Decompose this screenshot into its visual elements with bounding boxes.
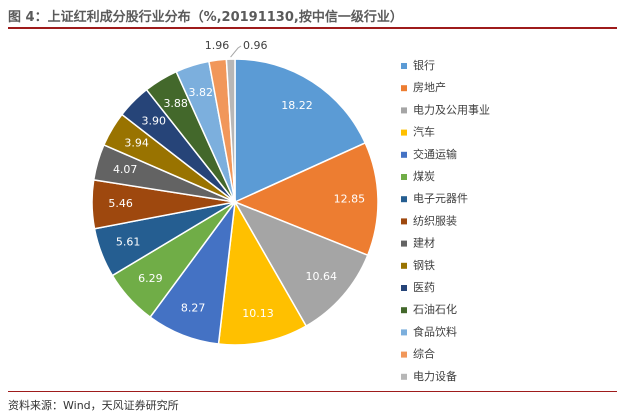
data-labels: 18.22 12.85 10.64 10.13 8.27 6.29 5.61 5.46 4.07… [108, 39, 365, 320]
pie-slice-4 [217, 199, 308, 346]
legend-label-6: 煤炭 [413, 170, 435, 183]
legend-swatch-1 [401, 63, 407, 69]
legend-label-1: 银行 [413, 58, 435, 72]
leader-line-15 [230, 45, 242, 58]
legend-label-14: 综合 [413, 347, 435, 361]
legend-swatch-5 [401, 151, 407, 158]
pie-slice-3 [233, 200, 369, 328]
legend: 银行房地产电力及公用事业汽车交通运输煤炭电子元器件纺织服装建材钢铁医药石油石化食… [401, 58, 490, 383]
page-title: 图 4：上证红利成分股行业分布（%,20191130,按中信一级行业） [8, 10, 403, 25]
pie-chart-area: 18.22 12.85 10.64 10.13 8.27 6.29 5.61 5.46 4.07… [8, 30, 617, 390]
legend-label-11: 医药 [413, 281, 435, 294]
legend-label-7: 电子元器件 [413, 192, 468, 205]
data-label-2: 12.85 [334, 192, 366, 205]
legend-swatch-13 [401, 329, 407, 336]
legend-swatch-9 [401, 240, 407, 247]
pie-slice-15 [225, 58, 236, 203]
legend-swatch-2 [401, 85, 407, 92]
legend-swatch-14 [401, 351, 407, 358]
legend-label-9: 建材 [413, 236, 435, 250]
leader-lines [230, 45, 242, 58]
data-label-12: 3.88 [163, 97, 188, 110]
legend-swatch-3 [401, 107, 407, 114]
data-label-9: 4.07 [113, 163, 138, 176]
data-label-1: 18.22 [281, 99, 313, 112]
pie-chart: 18.22 12.85 10.64 10.13 8.27 6.29 5.61 5.46 4.07… [91, 39, 490, 383]
data-label-6: 6.29 [138, 272, 163, 285]
legend-swatch-11 [401, 285, 407, 291]
data-label-8: 5.46 [108, 197, 133, 210]
legend-swatch-4 [401, 129, 407, 136]
legend-label-10: 钢铁 [413, 259, 435, 272]
legend-label-3: 电力及公用事业 [413, 103, 490, 116]
pie-slice-2 [233, 141, 379, 257]
data-label-11: 3.90 [142, 115, 167, 128]
data-label-3: 10.64 [306, 270, 338, 283]
source-note: 资料来源：Wind，天风证券研究所 [8, 399, 179, 412]
legend-swatch-10 [401, 262, 407, 269]
legend-label-8: 纺织服装 [413, 213, 457, 227]
data-label-14: 1.96 [205, 39, 230, 52]
data-label-15: 0.96 [243, 39, 268, 52]
data-label-13: 3.82 [189, 86, 214, 99]
data-label-4: 10.13 [242, 307, 274, 320]
title-divider [8, 27, 617, 29]
data-label-7: 5.61 [116, 236, 141, 249]
data-label-10: 3.94 [124, 137, 149, 150]
pie-slices [91, 58, 379, 346]
legend-swatch-8 [401, 218, 407, 225]
legend-label-4: 汽车 [413, 125, 435, 139]
legend-swatch-12 [401, 307, 407, 314]
legend-swatch-7 [401, 196, 407, 203]
legend-label-5: 交通运输 [413, 147, 457, 161]
legend-label-12: 石油石化 [413, 302, 457, 316]
legend-swatch-15 [401, 373, 407, 380]
data-label-5: 8.27 [181, 301, 206, 314]
footer-divider [8, 391, 617, 392]
pie-slice-1 [234, 58, 367, 204]
legend-swatch-6 [401, 174, 407, 180]
legend-label-15: 电力设备 [413, 369, 457, 383]
legend-label-13: 食品饮料 [413, 324, 457, 338]
legend-label-2: 房地产 [413, 80, 446, 94]
